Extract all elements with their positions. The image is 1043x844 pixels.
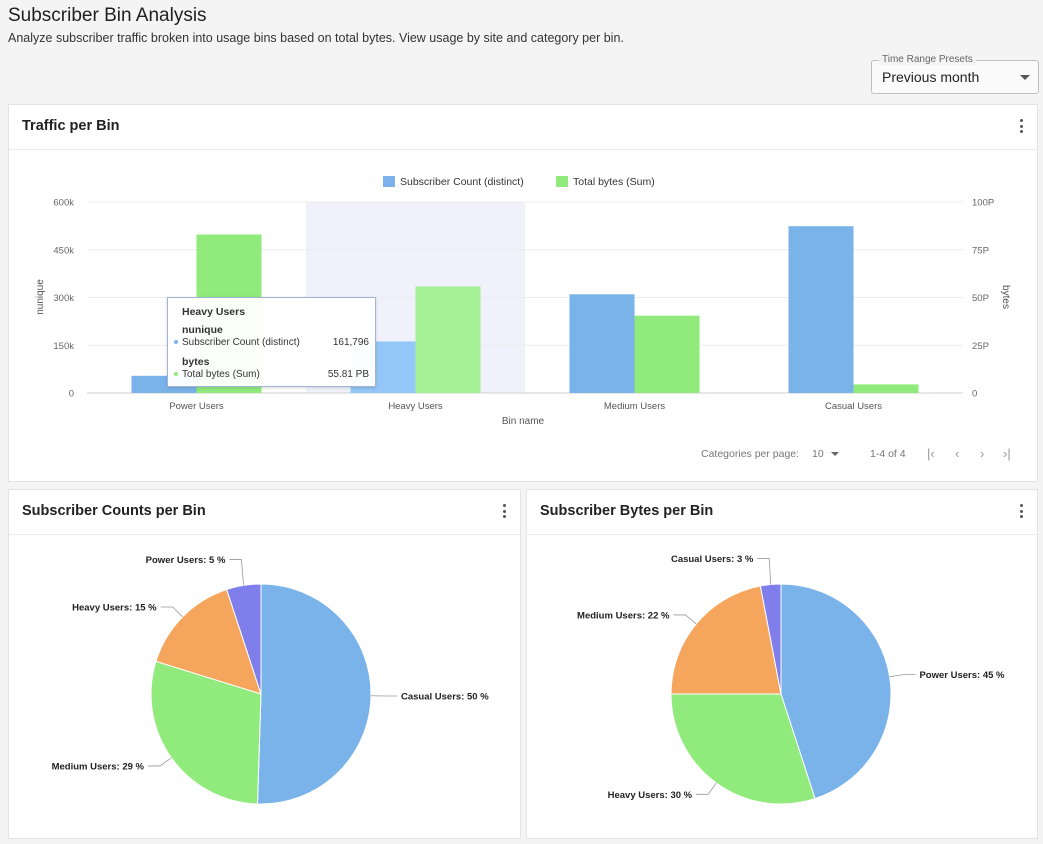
tooltip-row-label: Subscriber Count (distinct) (182, 337, 300, 348)
first-page-icon[interactable]: |‹ (927, 446, 935, 461)
tooltip-row-label: Total bytes (Sum) (182, 369, 260, 380)
x-tick-label: Power Users (169, 401, 224, 412)
categories-per-page-label: Categories per page: (701, 448, 800, 460)
more-options-icon[interactable] (1015, 119, 1027, 135)
y2-tick-label: 100P (972, 198, 994, 209)
chart-tooltip: Heavy Users nunique Subscriber Count (di… (167, 297, 376, 387)
more-options-icon[interactable] (498, 504, 510, 520)
caret-down-icon (1020, 75, 1030, 80)
y2-axis-title: bytes (1000, 285, 1011, 309)
x-tick-label: Casual Users (825, 401, 882, 412)
bar-total-bytes (853, 384, 919, 393)
legend-swatch (383, 176, 395, 187)
per-page-value: 10 (812, 448, 824, 460)
bar-total-bytes (634, 315, 700, 393)
subscriber-bytes-card: Subscriber Bytes per Bin (526, 489, 1038, 839)
time-range-preset-label: Time Range Presets (879, 54, 976, 65)
caret-down-icon (830, 452, 839, 457)
tooltip-group-label: nunique (182, 324, 223, 336)
y2-tick-label: 75P (972, 245, 989, 256)
categories-per-page-select[interactable]: 10 (812, 448, 839, 460)
y2-tick-label: 25P (972, 341, 989, 352)
x-axis-title: Bin name (502, 416, 545, 427)
tooltip-row: Total bytes (Sum) 55.81 PB (174, 369, 369, 380)
time-range-preset-select[interactable]: Time Range Presets Previous month (871, 54, 1039, 94)
card-title: Subscriber Bytes per Bin (540, 503, 714, 519)
y-tick-label: 0 (69, 389, 74, 400)
more-options-icon[interactable] (1015, 504, 1027, 520)
tooltip-row-value: 55.81 PB (327, 369, 369, 380)
y-tick-label: 600k (53, 198, 74, 209)
time-range-preset-value: Previous month (882, 69, 980, 85)
page-description: Analyze subscriber traffic broken into u… (8, 31, 624, 45)
page-title: Subscriber Bin Analysis (8, 5, 207, 26)
y2-tick-label: 0 (972, 389, 977, 400)
card-title: Subscriber Counts per Bin (22, 503, 206, 519)
legend-label: Total bytes (Sum) (573, 176, 655, 188)
last-page-icon[interactable]: ›| (1003, 446, 1011, 461)
card-header: Subscriber Counts per Bin (9, 490, 520, 535)
x-tick-label: Medium Users (604, 401, 665, 412)
previous-page-icon[interactable]: ‹ (955, 446, 960, 461)
tooltip-group-label: bytes (182, 356, 210, 368)
y-tick-label: 150k (53, 341, 74, 352)
legend-label: Subscriber Count (distinct) (400, 176, 524, 188)
card-header: Subscriber Bytes per Bin (527, 490, 1037, 535)
y2-tick-label: 50P (972, 293, 989, 304)
y-tick-label: 300k (53, 293, 74, 304)
page-range: 1-4 of 4 (870, 448, 906, 460)
x-tick-label: Heavy Users (388, 401, 443, 412)
bar-subscriber-count (569, 294, 635, 393)
tooltip-row: Subscriber Count (distinct) 161,796 (174, 337, 369, 348)
card-title: Traffic per Bin (22, 118, 120, 134)
y-tick-label: 450k (53, 245, 74, 256)
bar-subscriber-count (788, 226, 854, 393)
bar-total-bytes (415, 286, 481, 393)
card-header: Traffic per Bin (9, 105, 1037, 150)
y-axis-title: nunique (35, 279, 46, 315)
legend-swatch (556, 176, 568, 187)
series-dot-icon (174, 340, 178, 345)
tooltip-row-value: 161,796 (332, 337, 369, 348)
tooltip-title: Heavy Users (182, 306, 246, 318)
subscriber-counts-card: Subscriber Counts per Bin (8, 489, 521, 839)
next-page-icon[interactable]: › (980, 446, 985, 461)
series-dot-icon (174, 372, 178, 377)
